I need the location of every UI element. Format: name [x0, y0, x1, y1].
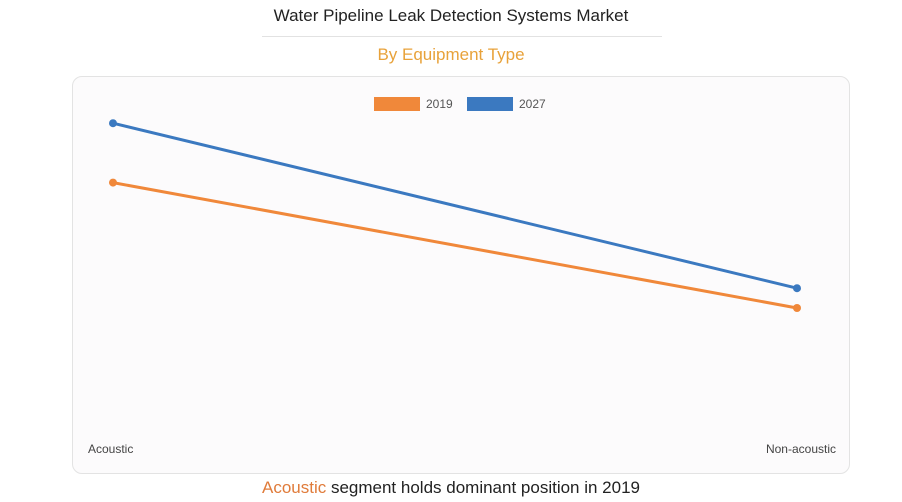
series-line-2027	[111, 121, 799, 290]
x-tick-label: Acoustic	[88, 442, 133, 456]
legend-label-2027: 2027	[519, 97, 546, 111]
legend-label-2019: 2019	[426, 97, 453, 111]
chart-title: Water Pipeline Leak Detection Systems Ma…	[273, 6, 629, 25]
chart-caption: Acoustic segment holds dominant position…	[0, 478, 902, 498]
caption-highlight: Acoustic	[261, 478, 327, 497]
legend-swatch-2027	[467, 97, 513, 111]
chart-subtitle: By Equipment Type	[377, 45, 525, 64]
data-point-2027-non-acoustic	[793, 284, 801, 293]
line-chart: 2019 2027 Acoustic Non-acoustic	[88, 97, 836, 456]
series-line-2019	[111, 181, 799, 310]
caption-text: segment holds dominant position in 2019	[326, 478, 640, 497]
chart-panel: 2019 2027 Acoustic Non-acoustic	[72, 76, 850, 474]
data-point-2027-acoustic	[109, 119, 117, 128]
data-point-2019-acoustic	[109, 178, 117, 187]
title-divider	[262, 36, 662, 37]
data-point-2019-non-acoustic	[793, 304, 801, 312]
legend-swatch-2019	[374, 97, 420, 111]
x-tick-label: Non-acoustic	[766, 442, 836, 456]
